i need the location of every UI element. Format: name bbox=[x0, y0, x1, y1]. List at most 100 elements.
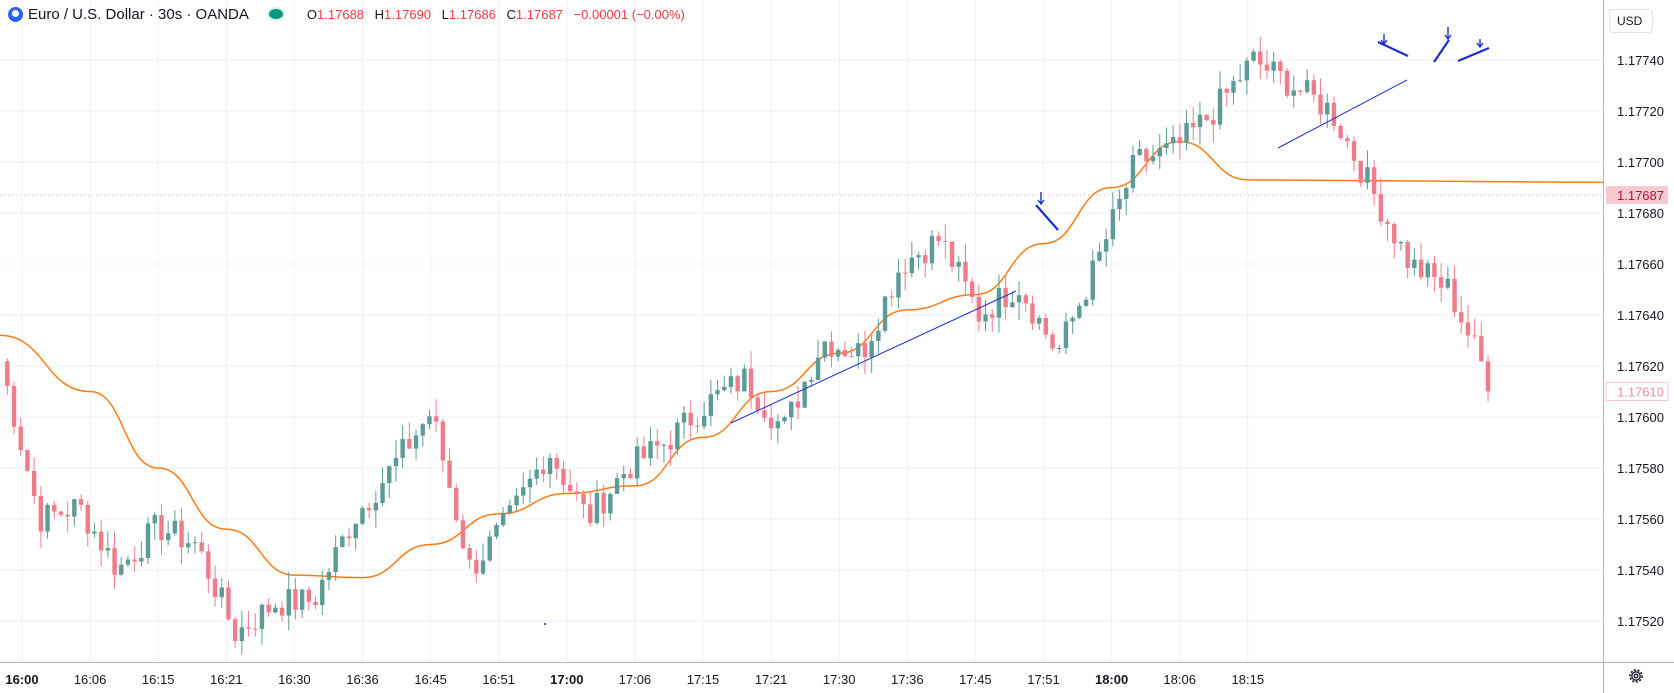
candle-up[interactable] bbox=[1157, 147, 1162, 157]
candle-up[interactable] bbox=[72, 499, 77, 517]
candle-up[interactable] bbox=[876, 330, 881, 342]
candles[interactable] bbox=[5, 36, 1491, 655]
candle-up[interactable] bbox=[1130, 155, 1136, 189]
candle-down[interactable] bbox=[433, 416, 439, 422]
candle-up[interactable] bbox=[1304, 80, 1310, 92]
candle-down[interactable] bbox=[668, 444, 673, 450]
candle-down[interactable] bbox=[1438, 277, 1444, 288]
candle-down[interactable] bbox=[313, 601, 318, 606]
candle-up[interactable] bbox=[1150, 156, 1156, 162]
candle-up[interactable] bbox=[139, 557, 144, 562]
down-arrow-1[interactable] bbox=[1037, 192, 1045, 206]
settings-gear-icon[interactable] bbox=[1627, 667, 1645, 685]
candle-down[interactable] bbox=[447, 460, 452, 488]
candle-down[interactable] bbox=[748, 368, 754, 398]
candle-down[interactable] bbox=[1050, 334, 1055, 349]
candle-down[interactable] bbox=[1371, 167, 1377, 194]
candle-up[interactable] bbox=[634, 446, 640, 479]
candle-down[interactable] bbox=[969, 281, 975, 297]
candle-up[interactable] bbox=[675, 422, 680, 450]
candle-down[interactable] bbox=[842, 349, 848, 356]
candle-up[interactable] bbox=[789, 401, 794, 418]
candle-down[interactable] bbox=[735, 376, 740, 392]
down-arrow-3[interactable] bbox=[1444, 27, 1452, 41]
candle-up[interactable] bbox=[192, 542, 198, 544]
candle-down[interactable] bbox=[1278, 61, 1283, 71]
candle-down[interactable] bbox=[1211, 120, 1216, 125]
candle-down[interactable] bbox=[695, 425, 700, 427]
candle-down[interactable] bbox=[98, 531, 104, 551]
drawings[interactable] bbox=[544, 27, 1490, 625]
candle-down[interactable] bbox=[963, 261, 968, 282]
candle-up[interactable] bbox=[353, 523, 358, 539]
candle-down[interactable] bbox=[85, 504, 90, 534]
candle-down[interactable] bbox=[306, 589, 312, 602]
candle-down[interactable] bbox=[212, 578, 218, 598]
candle-down[interactable] bbox=[65, 514, 70, 517]
candle-down[interactable] bbox=[949, 241, 955, 267]
candle-down[interactable] bbox=[206, 551, 211, 579]
candle-down[interactable] bbox=[1284, 70, 1290, 96]
candle-down[interactable] bbox=[1459, 312, 1464, 323]
candle-down[interactable] bbox=[923, 255, 928, 264]
trendline-2[interactable] bbox=[1277, 79, 1408, 149]
candle-up[interactable] bbox=[125, 559, 131, 565]
candle-down[interactable] bbox=[293, 589, 298, 610]
candle-up[interactable] bbox=[45, 504, 50, 532]
candle-up[interactable] bbox=[1412, 259, 1417, 269]
candle-down[interactable] bbox=[1318, 94, 1323, 115]
candle-up[interactable] bbox=[145, 523, 151, 558]
candle-up[interactable] bbox=[413, 435, 419, 449]
candle-up[interactable] bbox=[487, 536, 492, 561]
candle-up[interactable] bbox=[621, 473, 626, 479]
candle-up[interactable] bbox=[775, 421, 781, 429]
candle-up[interactable] bbox=[1063, 321, 1069, 349]
candle-up[interactable] bbox=[1124, 188, 1129, 199]
candle-down[interactable] bbox=[226, 587, 231, 620]
candle-up[interactable] bbox=[219, 587, 224, 598]
stroke-mark-1[interactable] bbox=[1035, 204, 1059, 231]
candle-down[interactable] bbox=[1378, 193, 1384, 222]
candle-up[interactable] bbox=[400, 438, 405, 458]
candle-down[interactable] bbox=[655, 441, 660, 446]
candle-up[interactable] bbox=[1197, 114, 1203, 128]
currency-button[interactable]: USD bbox=[1609, 9, 1653, 33]
candle-up[interactable] bbox=[1271, 61, 1276, 71]
candle-up[interactable] bbox=[480, 560, 486, 574]
candle-up[interactable] bbox=[326, 571, 332, 580]
candle-up[interactable] bbox=[547, 458, 553, 475]
candle-up[interactable] bbox=[521, 487, 526, 496]
candle-up[interactable] bbox=[996, 287, 1002, 318]
candle-down[interactable] bbox=[1405, 241, 1410, 269]
stroke-mark-4[interactable] bbox=[1457, 46, 1490, 63]
trendline-1[interactable] bbox=[730, 290, 1017, 424]
candle-up[interactable] bbox=[869, 341, 874, 358]
candle-down[interactable] bbox=[1177, 137, 1183, 144]
candle-down[interactable] bbox=[641, 446, 647, 459]
candle-up[interactable] bbox=[420, 424, 425, 436]
candle-down[interactable] bbox=[762, 410, 767, 418]
candle-down[interactable] bbox=[628, 473, 633, 479]
candle-down[interactable] bbox=[25, 449, 30, 471]
symbol-title[interactable]: Euro / U.S. Dollar · 30s · OANDA bbox=[28, 5, 249, 23]
candle-up[interactable] bbox=[983, 314, 988, 322]
candle-down[interactable] bbox=[78, 499, 84, 505]
candle-down[interactable] bbox=[38, 496, 44, 532]
candle-down[interactable] bbox=[132, 559, 137, 562]
candle-down[interactable] bbox=[112, 548, 117, 575]
candle-up[interactable] bbox=[387, 466, 392, 484]
stroke-mark-3[interactable] bbox=[1433, 39, 1450, 63]
candle-down[interactable] bbox=[601, 493, 606, 514]
candle-down[interactable] bbox=[902, 272, 908, 274]
candle-down[interactable] bbox=[159, 515, 164, 541]
down-arrow-2[interactable] bbox=[1380, 34, 1388, 46]
candle-up[interactable] bbox=[186, 543, 191, 548]
candle-up[interactable] bbox=[594, 493, 600, 523]
candle-down[interactable] bbox=[1485, 361, 1491, 392]
candle-up[interactable] bbox=[340, 536, 345, 548]
candle-up[interactable] bbox=[708, 394, 714, 416]
candle-up[interactable] bbox=[1103, 239, 1109, 252]
market-status-icon[interactable] bbox=[266, 7, 285, 21]
candle-up[interactable] bbox=[916, 255, 921, 258]
